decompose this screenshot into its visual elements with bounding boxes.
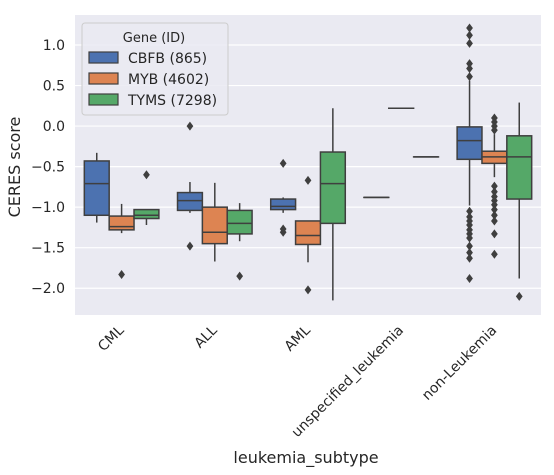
- outlier-point: [304, 175, 312, 185]
- box-body: [176, 191, 204, 212]
- outlier-point: [466, 241, 473, 251]
- outlier-point: [466, 233, 473, 243]
- y-tick-label: −1.5: [31, 241, 65, 257]
- box-CML-2: [133, 170, 160, 225]
- box-AML-0: [269, 158, 297, 237]
- outlier-point: [491, 187, 498, 197]
- legend-frame: [81, 22, 229, 116]
- box-body: [294, 220, 322, 246]
- y-axis-label: CERES score: [5, 117, 24, 218]
- legend: Gene (ID) CBFB (865) MYB (4602) TYMS (7298…: [81, 22, 229, 116]
- outlier-point: [143, 170, 150, 180]
- box-body: [108, 215, 135, 231]
- box-body: [83, 160, 110, 217]
- outlier-point: [186, 241, 194, 251]
- outlier-point: [236, 271, 244, 281]
- outlier-point: [466, 206, 473, 216]
- outlier-point: [466, 274, 473, 284]
- legend-label: TYMS (7298): [127, 93, 217, 109]
- x-axis-label: leukemia_subtype: [233, 448, 378, 468]
- legend-swatch: [88, 51, 119, 64]
- outlier-point: [304, 285, 312, 295]
- box-AML-1: [294, 175, 322, 295]
- y-tick-label: 0.5: [43, 79, 65, 95]
- y-tick-label: 0.0: [43, 119, 65, 135]
- outlier-point: [466, 30, 473, 40]
- outlier-point: [466, 253, 473, 263]
- y-tick-label: 1.0: [43, 38, 65, 54]
- outlier-point: [466, 38, 473, 48]
- legend-swatch: [88, 72, 119, 85]
- outlier-point: [466, 23, 473, 33]
- box-body: [201, 206, 228, 245]
- outlier-point: [118, 269, 125, 279]
- outlier-point: [491, 229, 498, 239]
- outlier-point: [491, 205, 498, 215]
- outlier-point: [186, 121, 194, 131]
- box-ALL-0: [176, 121, 204, 251]
- legend-label: MYB (4602): [128, 72, 209, 88]
- outlier-point: [515, 291, 523, 301]
- x-tick-label: CML: [95, 322, 127, 354]
- outlier-point: [491, 181, 498, 191]
- x-tick-label: AML: [282, 322, 314, 354]
- box-ALL-2: [226, 203, 253, 281]
- outlier-point: [491, 249, 498, 259]
- box-body: [456, 126, 483, 161]
- x-tick-label: ALL: [192, 322, 221, 351]
- outlier-point: [491, 200, 498, 210]
- x-tick-label: non-Leukemia: [419, 323, 500, 404]
- outlier-point: [466, 72, 473, 82]
- box-body: [506, 135, 533, 200]
- y-tick-label: −1.0: [31, 200, 65, 216]
- box-body: [319, 151, 347, 225]
- box-CML-0: [83, 152, 110, 223]
- boxes: [83, 23, 533, 301]
- box-body: [133, 208, 160, 220]
- box-AML-2: [319, 108, 347, 301]
- box-non-Leukemia-0: [456, 23, 483, 284]
- box-CML-1: [108, 203, 135, 279]
- legend-swatch: [88, 93, 119, 106]
- outlier-point: [279, 158, 287, 168]
- outlier-point: [491, 125, 498, 135]
- outlier-point: [466, 220, 473, 230]
- outlier-point: [466, 64, 473, 74]
- legend-title: Gene (ID): [123, 31, 185, 46]
- outlier-point: [491, 210, 498, 220]
- y-axis-ticks: 1.0 0.5 0.0 −0.5 −1.0 −1.5 −2.0: [31, 38, 65, 297]
- outlier-point: [279, 227, 287, 237]
- outlier-point: [466, 248, 473, 258]
- box-body: [269, 198, 297, 211]
- y-tick-label: −0.5: [31, 160, 65, 176]
- outlier-point: [491, 216, 498, 226]
- box-non-Leukemia-1: [481, 113, 508, 259]
- y-tick-label: −2.0: [31, 281, 65, 297]
- outlier-point: [466, 59, 473, 69]
- legend-label: CBFB (865): [128, 51, 207, 67]
- box-body: [226, 209, 253, 235]
- box-non-Leukemia-2: [506, 102, 533, 301]
